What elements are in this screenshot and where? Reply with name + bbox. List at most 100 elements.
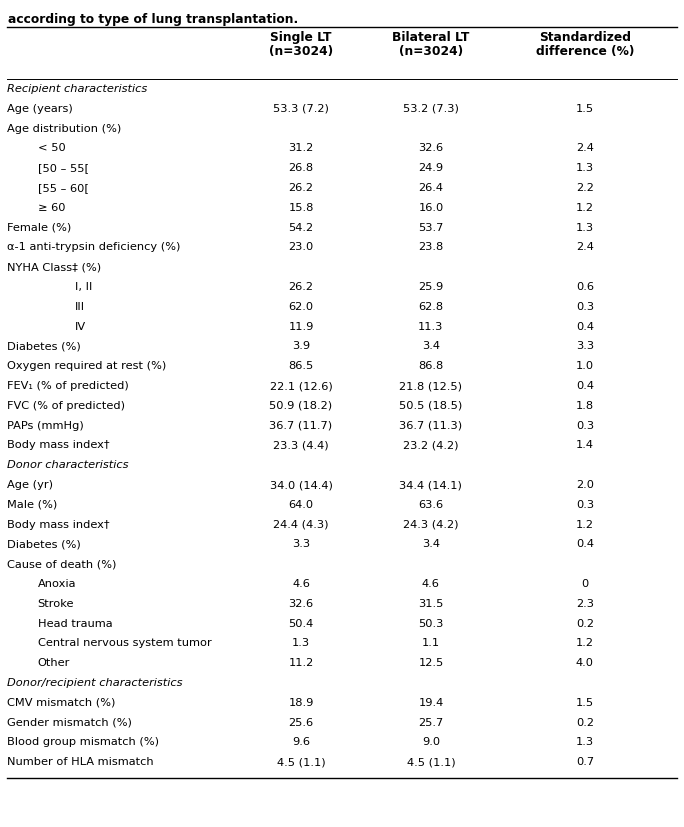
- Text: 1.3: 1.3: [292, 638, 310, 648]
- Text: (n=3024): (n=3024): [269, 45, 333, 59]
- Text: 15.8: 15.8: [288, 203, 314, 213]
- Text: 25.7: 25.7: [419, 718, 443, 728]
- Text: 1.8: 1.8: [576, 401, 594, 411]
- Text: Age distribution (%): Age distribution (%): [7, 123, 121, 134]
- Text: 3.4: 3.4: [422, 539, 440, 549]
- Text: 26.8: 26.8: [289, 163, 313, 173]
- Text: Blood group mismatch (%): Blood group mismatch (%): [7, 738, 159, 748]
- Text: 24.4 (4.3): 24.4 (4.3): [273, 519, 329, 529]
- Text: Male (%): Male (%): [7, 500, 57, 509]
- Text: 0.3: 0.3: [576, 421, 594, 431]
- Text: 2.2: 2.2: [576, 183, 594, 193]
- Text: 1.3: 1.3: [576, 163, 594, 173]
- Text: 1.1: 1.1: [422, 638, 440, 648]
- Text: 86.8: 86.8: [419, 361, 443, 371]
- Text: Number of HLA mismatch: Number of HLA mismatch: [7, 758, 153, 767]
- Text: 3.3: 3.3: [292, 539, 310, 549]
- Text: 62.0: 62.0: [289, 302, 313, 312]
- Text: 4.5 (1.1): 4.5 (1.1): [276, 758, 326, 767]
- Text: 0.2: 0.2: [576, 718, 594, 728]
- Text: 53.2 (7.3): 53.2 (7.3): [403, 104, 459, 114]
- Text: FVC (% of predicted): FVC (% of predicted): [7, 401, 125, 411]
- Text: Diabetes (%): Diabetes (%): [7, 342, 81, 351]
- Text: Gender mismatch (%): Gender mismatch (%): [7, 718, 132, 728]
- Text: 2.4: 2.4: [576, 143, 594, 153]
- Text: 26.4: 26.4: [419, 183, 443, 193]
- Text: 23.8: 23.8: [419, 242, 443, 252]
- Text: 50.5 (18.5): 50.5 (18.5): [399, 401, 462, 411]
- Text: 62.8: 62.8: [419, 302, 443, 312]
- Text: Female (%): Female (%): [7, 222, 71, 232]
- Text: 11.9: 11.9: [288, 322, 314, 332]
- Text: 2.0: 2.0: [576, 480, 594, 490]
- Text: 23.2 (4.2): 23.2 (4.2): [403, 441, 459, 451]
- Text: 24.3 (4.2): 24.3 (4.2): [403, 519, 459, 529]
- Text: α-1 anti-trypsin deficiency (%): α-1 anti-trypsin deficiency (%): [7, 242, 180, 252]
- Text: Central nervous system tumor: Central nervous system tumor: [38, 638, 211, 648]
- Text: 0.3: 0.3: [576, 302, 594, 312]
- Text: 24.9: 24.9: [419, 163, 443, 173]
- Text: 1.5: 1.5: [576, 104, 594, 114]
- Text: 26.2: 26.2: [289, 183, 313, 193]
- Text: 4.6: 4.6: [292, 579, 310, 589]
- Text: 34.4 (14.1): 34.4 (14.1): [399, 480, 462, 490]
- Text: Bilateral LT: Bilateral LT: [392, 31, 470, 44]
- Text: 31.2: 31.2: [289, 143, 313, 153]
- Text: 19.4: 19.4: [419, 698, 443, 708]
- Text: 0.4: 0.4: [576, 322, 594, 332]
- Text: 3.4: 3.4: [422, 342, 440, 351]
- Text: III: III: [75, 302, 86, 312]
- Text: 1.2: 1.2: [576, 519, 594, 529]
- Text: CMV mismatch (%): CMV mismatch (%): [7, 698, 115, 708]
- Text: Donor characteristics: Donor characteristics: [7, 460, 129, 471]
- Text: Oxygen required at rest (%): Oxygen required at rest (%): [7, 361, 166, 371]
- Text: 86.5: 86.5: [289, 361, 313, 371]
- Text: Cause of death (%): Cause of death (%): [7, 559, 116, 569]
- Text: Stroke: Stroke: [38, 599, 74, 609]
- Text: Other: Other: [38, 658, 70, 668]
- Text: 0: 0: [581, 579, 588, 589]
- Text: 0.4: 0.4: [576, 539, 594, 549]
- Text: 53.3 (7.2): 53.3 (7.2): [273, 104, 329, 114]
- Text: 12.5: 12.5: [419, 658, 443, 668]
- Text: 53.7: 53.7: [418, 222, 444, 232]
- Text: 1.2: 1.2: [576, 203, 594, 213]
- Text: 36.7 (11.7): 36.7 (11.7): [269, 421, 332, 431]
- Text: 34.0 (14.4): 34.0 (14.4): [269, 480, 332, 490]
- Text: 50.9 (18.2): 50.9 (18.2): [269, 401, 332, 411]
- Text: 1.3: 1.3: [576, 222, 594, 232]
- Text: Body mass index†: Body mass index†: [7, 441, 109, 451]
- Text: 16.0: 16.0: [419, 203, 443, 213]
- Text: 1.0: 1.0: [576, 361, 594, 371]
- Text: 3.3: 3.3: [576, 342, 594, 351]
- Text: Anoxia: Anoxia: [38, 579, 76, 589]
- Text: 0.6: 0.6: [576, 282, 594, 292]
- Text: 50.4: 50.4: [289, 619, 313, 629]
- Text: Head trauma: Head trauma: [38, 619, 112, 629]
- Text: Age (yr): Age (yr): [7, 480, 53, 490]
- Text: Standardized: Standardized: [539, 31, 631, 44]
- Text: 18.9: 18.9: [288, 698, 314, 708]
- Text: 11.2: 11.2: [289, 658, 313, 668]
- Text: 0.7: 0.7: [576, 758, 594, 767]
- Text: 50.3: 50.3: [418, 619, 444, 629]
- Text: IV: IV: [75, 322, 86, 332]
- Text: NYHA Class‡ (%): NYHA Class‡ (%): [7, 262, 101, 272]
- Text: (n=3024): (n=3024): [399, 45, 463, 59]
- Text: 36.7 (11.3): 36.7 (11.3): [399, 421, 462, 431]
- Text: 1.2: 1.2: [576, 638, 594, 648]
- Text: 25.6: 25.6: [289, 718, 313, 728]
- Text: 22.1 (12.6): 22.1 (12.6): [269, 381, 332, 391]
- Text: 0.3: 0.3: [576, 500, 594, 509]
- Text: 11.3: 11.3: [418, 322, 444, 332]
- Text: difference (%): difference (%): [536, 45, 634, 59]
- Text: 31.5: 31.5: [418, 599, 444, 609]
- Text: 64.0: 64.0: [289, 500, 313, 509]
- Text: Recipient characteristics: Recipient characteristics: [7, 84, 147, 94]
- Text: [50 – 55[: [50 – 55[: [38, 163, 89, 173]
- Text: 4.6: 4.6: [422, 579, 440, 589]
- Text: 4.0: 4.0: [576, 658, 594, 668]
- Text: 23.0: 23.0: [289, 242, 313, 252]
- Text: Donor/recipient characteristics: Donor/recipient characteristics: [7, 678, 183, 688]
- Text: FEV₁ (% of predicted): FEV₁ (% of predicted): [7, 381, 129, 391]
